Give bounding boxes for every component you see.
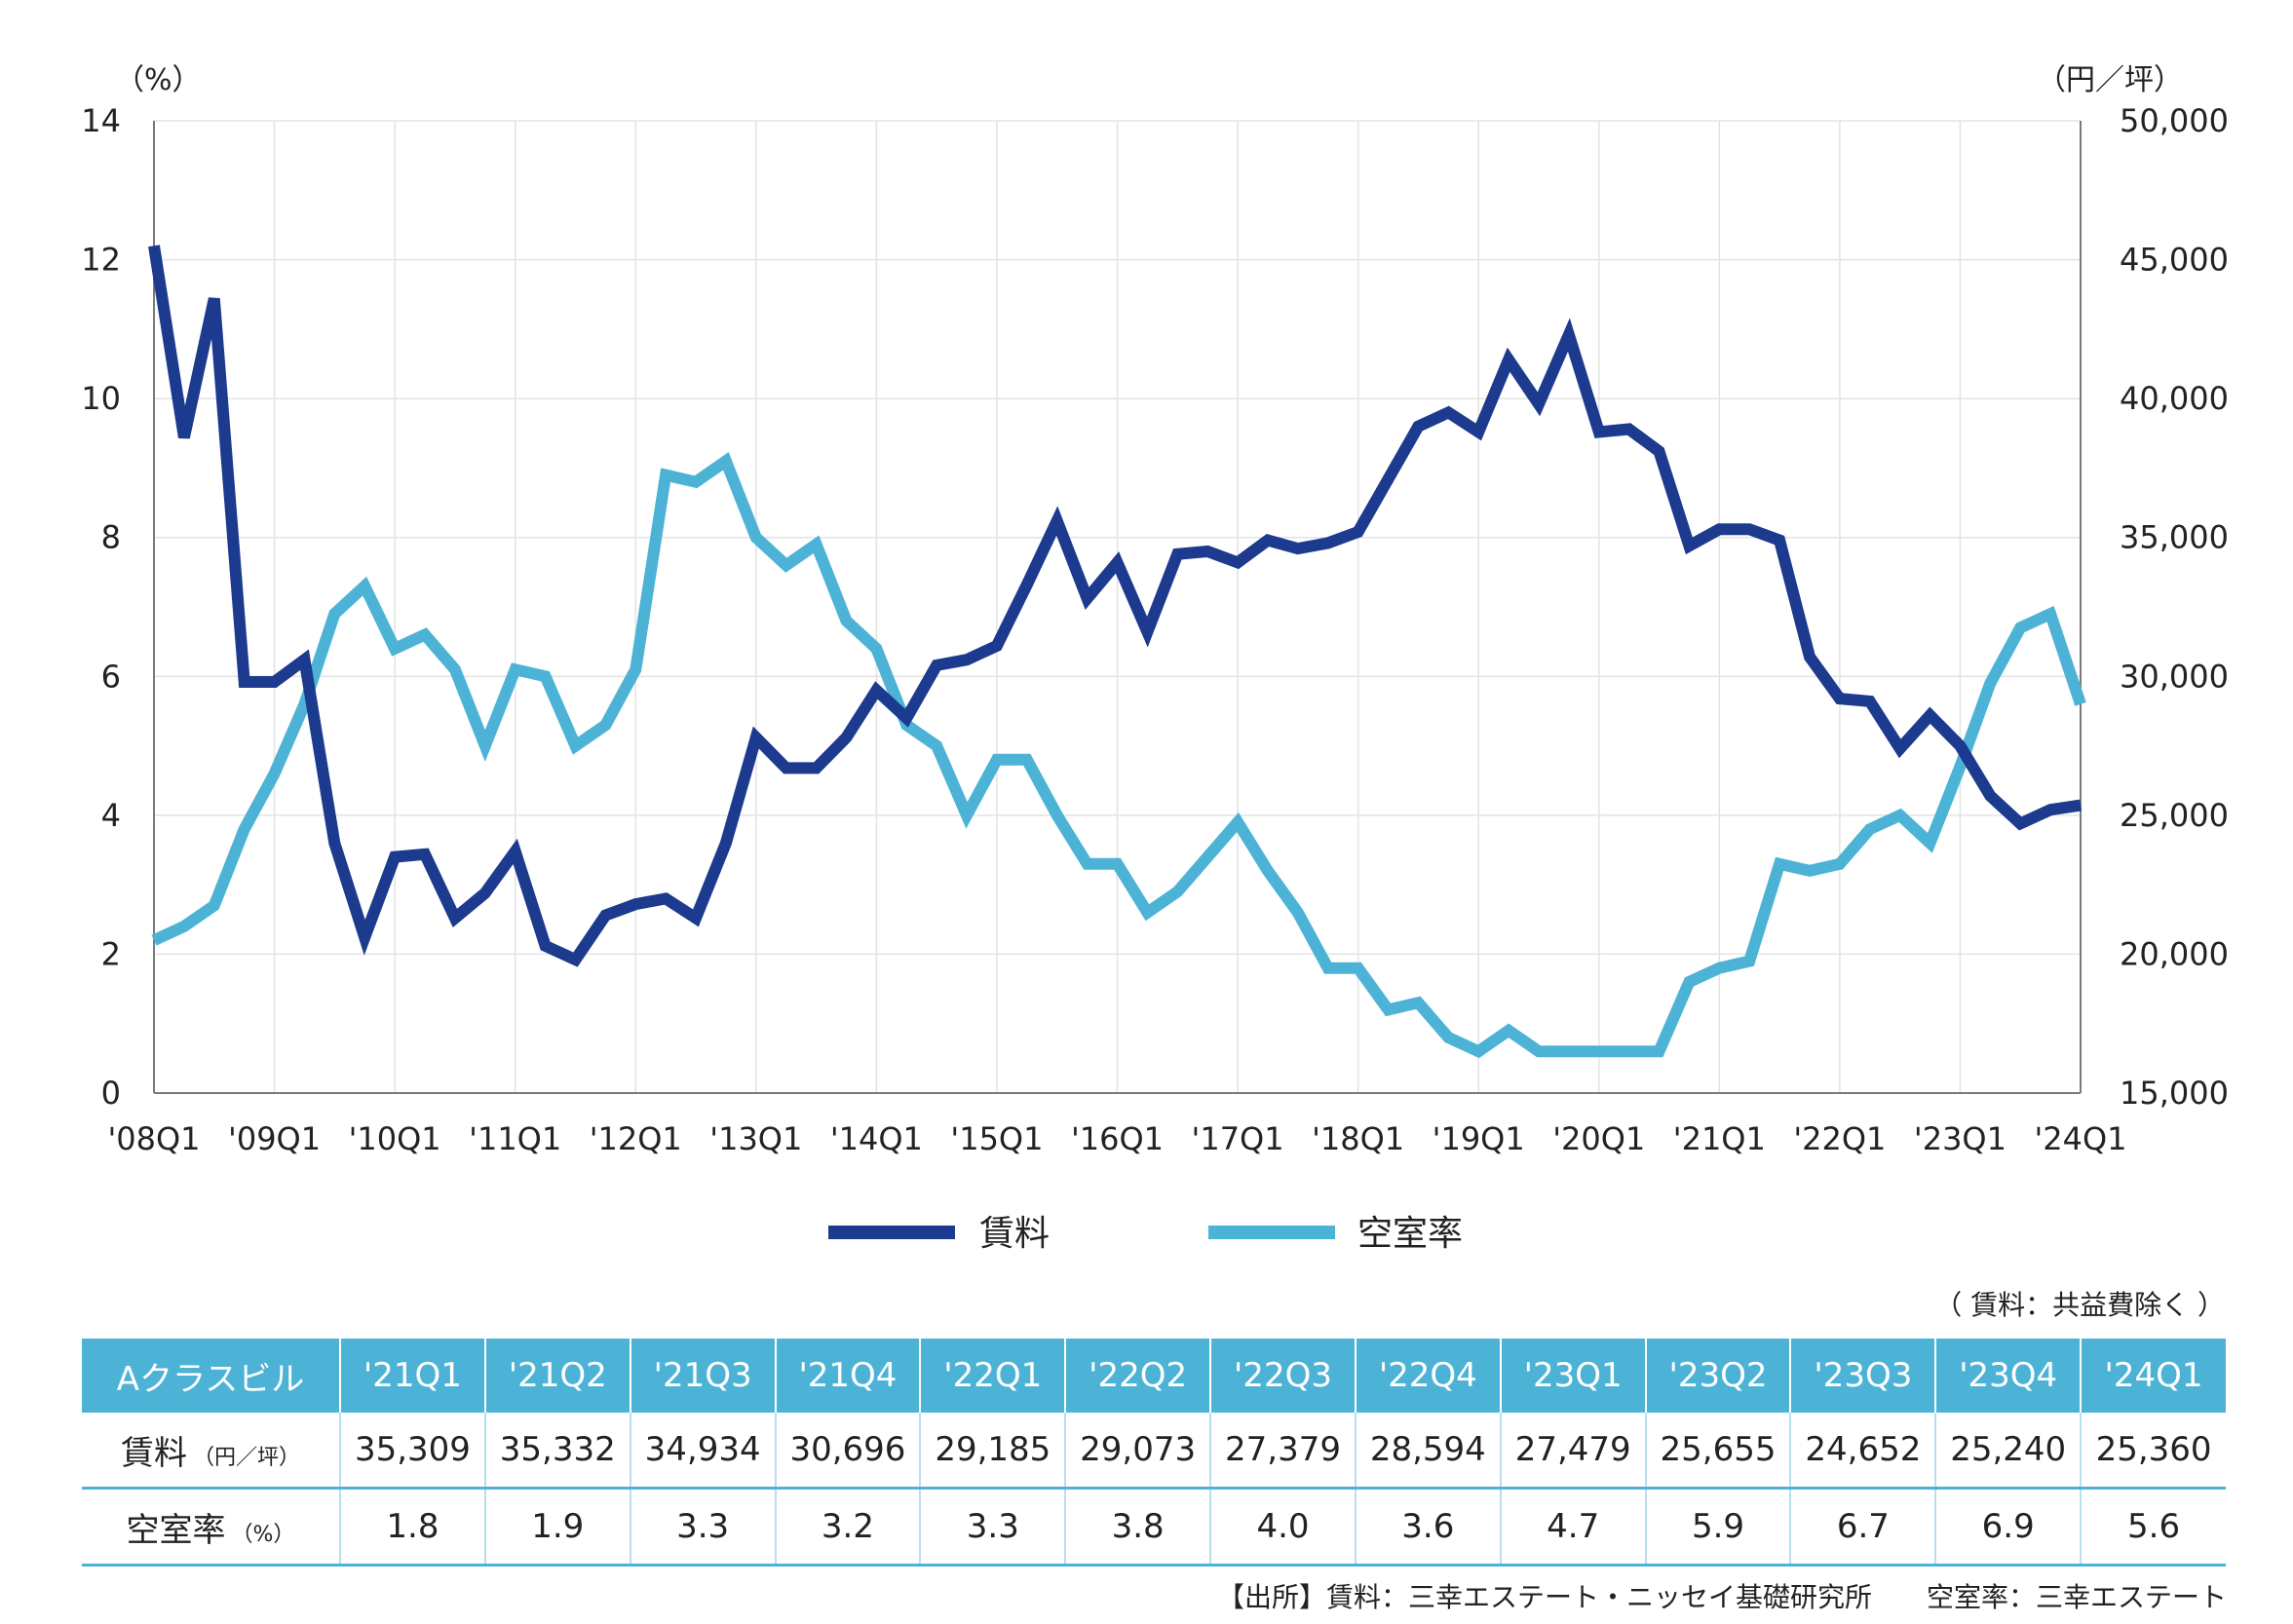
left-tick-label: 10 <box>81 380 121 417</box>
vacancy-cell: 3.6 <box>1355 1488 1502 1567</box>
table-header-label: Aクラスビル <box>82 1339 341 1413</box>
right-tick-label: 40,000 <box>2120 380 2229 417</box>
vacancy-cell: 1.9 <box>484 1488 631 1567</box>
left-tick-label: 12 <box>81 242 121 279</box>
table-header-cell: '21Q1 <box>340 1339 486 1413</box>
rent-row-label: 賃料 （円／坪） <box>82 1413 341 1490</box>
table-header-cell: '24Q1 <box>2081 1339 2226 1413</box>
rent-cell: 25,655 <box>1645 1413 1792 1490</box>
right-tick-label: 25,000 <box>2120 797 2229 834</box>
legend-label-rent: 賃料 <box>979 1214 1050 1254</box>
rent-unit: （円／坪） <box>192 1445 300 1470</box>
vacancy-cell: 5.9 <box>1645 1488 1792 1567</box>
vacancy-cell: 3.2 <box>775 1488 922 1567</box>
table-row-vacancy: 空室率 （%） 1.8 1.9 3.3 3.2 3.3 3.8 4.0 3.6 4.7 5.9 6.7… <box>82 1488 2226 1567</box>
vacancy-cell: 3.8 <box>1065 1488 1212 1567</box>
x-tick-label: '11Q1 <box>469 1120 561 1157</box>
x-tick-label: '22Q1 <box>1793 1120 1886 1157</box>
source-note: 【出所】賃料：三幸エステート・ニッセイ基礎研究所 空室率：三幸エステート <box>1216 1581 2227 1613</box>
x-tick-label: '14Q1 <box>830 1120 923 1157</box>
vacancy-cell: 5.6 <box>2081 1488 2226 1567</box>
rent-cell: 29,073 <box>1065 1413 1212 1490</box>
left-tick-label: 14 <box>81 102 121 139</box>
x-tick-label: '19Q1 <box>1433 1120 1525 1157</box>
left-tick-label: 8 <box>101 519 121 556</box>
vacancy-cell: 6.7 <box>1790 1488 1937 1567</box>
rent-footnote: （ 賃料：共益費除く ） <box>1934 1289 2225 1321</box>
x-tick-label: '13Q1 <box>709 1120 802 1157</box>
table-header-cell: '23Q2 <box>1645 1339 1792 1413</box>
rent-cell: 25,240 <box>1935 1413 2083 1490</box>
x-tick-label: '24Q1 <box>2034 1120 2126 1157</box>
x-tick-label: '18Q1 <box>1312 1120 1404 1157</box>
rent-cell: 24,652 <box>1790 1413 1937 1490</box>
vacancy-cell: 4.7 <box>1500 1488 1647 1567</box>
vacancy-label: 空室率 <box>126 1510 226 1550</box>
right-tick-label: 20,000 <box>2120 935 2229 972</box>
vacancy-cell: 6.9 <box>1935 1488 2083 1567</box>
x-tick-label: '09Q1 <box>228 1120 321 1157</box>
left-tick-label: 4 <box>101 797 121 834</box>
x-tick-label: '12Q1 <box>590 1120 682 1157</box>
x-tick-label: '20Q1 <box>1552 1120 1645 1157</box>
rent-cell: 28,594 <box>1355 1413 1502 1490</box>
vacancy-cell: 3.3 <box>630 1488 777 1567</box>
x-tick-label: '23Q1 <box>1914 1120 2006 1157</box>
vacancy-cell: 4.0 <box>1210 1488 1357 1567</box>
right-axis-unit: （円／坪） <box>2037 63 2183 97</box>
left-tick-label: 2 <box>101 935 121 972</box>
legend-label-vacancy: 空室率 <box>1357 1214 1463 1254</box>
table-row-rent: 賃料 （円／坪） 35,309 35,332 34,934 30,696 29,185 29… <box>82 1413 2226 1490</box>
table-header-cell: '22Q4 <box>1355 1339 1502 1413</box>
vacancy-row-label: 空室率 （%） <box>82 1488 341 1567</box>
table-header-cell: '23Q3 <box>1790 1339 1937 1413</box>
right-tick-label: 35,000 <box>2120 519 2229 556</box>
data-table: Aクラスビル '21Q1'21Q2'21Q3'21Q4'22Q1'22Q2'22… <box>82 1339 2226 1567</box>
x-tick-label: '10Q1 <box>349 1120 441 1157</box>
table-header-cell: '23Q4 <box>1935 1339 2083 1413</box>
right-tick-label: 30,000 <box>2120 658 2229 695</box>
series-line-vacancy <box>151 452 2086 1059</box>
rent-cell: 34,934 <box>630 1413 777 1490</box>
rent-cell: 35,309 <box>340 1413 486 1490</box>
left-tick-label: 6 <box>101 658 121 695</box>
rent-cell: 29,185 <box>920 1413 1067 1490</box>
table-header-cell: '23Q1 <box>1500 1339 1647 1413</box>
x-tick-label: '08Q1 <box>107 1120 200 1157</box>
table-header-cell: '22Q1 <box>920 1339 1067 1413</box>
left-axis-unit: （%） <box>115 63 202 97</box>
table-header-cell: '21Q3 <box>630 1339 777 1413</box>
right-tick-label: 45,000 <box>2120 242 2229 279</box>
x-tick-label: '15Q1 <box>950 1120 1043 1157</box>
rent-cell: 27,379 <box>1210 1413 1357 1490</box>
rent-cell: 25,360 <box>2081 1413 2226 1490</box>
right-tick-label: 15,000 <box>2120 1075 2229 1112</box>
table-header-row: Aクラスビル '21Q1'21Q2'21Q3'21Q4'22Q1'22Q2'22… <box>82 1339 2226 1413</box>
series-line-rent <box>148 245 2082 967</box>
right-tick-label: 50,000 <box>2120 102 2229 139</box>
vacancy-cell: 3.3 <box>920 1488 1067 1567</box>
left-tick-label: 0 <box>101 1075 121 1112</box>
rent-cell: 30,696 <box>775 1413 922 1490</box>
vacancy-cell: 1.8 <box>340 1488 486 1567</box>
rent-label: 賃料 <box>120 1433 187 1473</box>
table-header-cell: '22Q2 <box>1065 1339 1212 1413</box>
table-header-cell: '22Q3 <box>1210 1339 1357 1413</box>
vacancy-unit: （%） <box>231 1522 295 1547</box>
rent-cell: 27,479 <box>1500 1413 1647 1490</box>
x-tick-label: '21Q1 <box>1673 1120 1766 1157</box>
table-header-cell: '21Q4 <box>775 1339 922 1413</box>
dual-axis-line-chart: 0 2 4 6 8 10 12 14 15,000 20,000 25,000 30,000 35,00… <box>81 63 2229 1254</box>
rent-cell: 35,332 <box>484 1413 631 1490</box>
x-tick-label: '17Q1 <box>1192 1120 1284 1157</box>
table-header-cell: '21Q2 <box>484 1339 631 1413</box>
x-tick-label: '16Q1 <box>1071 1120 1164 1157</box>
